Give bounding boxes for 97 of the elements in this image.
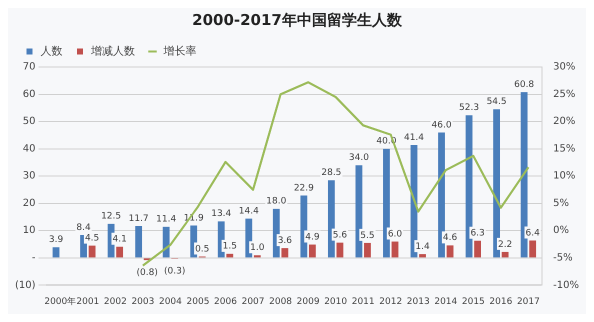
bar xyxy=(446,245,454,258)
bar xyxy=(226,254,234,258)
bar xyxy=(529,240,536,258)
data-label: 6.4 xyxy=(526,228,540,238)
data-label: 12.5 xyxy=(101,212,122,222)
bar xyxy=(419,254,426,258)
bar xyxy=(474,240,482,258)
bar xyxy=(88,246,96,258)
data-label: 2.2 xyxy=(498,240,512,250)
data-label: 28.5 xyxy=(321,168,342,178)
bar xyxy=(502,252,509,258)
bar xyxy=(336,242,344,258)
y2-tick-label: 5% xyxy=(553,198,570,209)
bar xyxy=(356,165,362,258)
y-tick-label: 60 xyxy=(22,88,36,100)
y2-tick-label: -10% xyxy=(553,280,580,291)
y-tick-label: - xyxy=(32,252,36,264)
y-tick-label: 20 xyxy=(22,198,36,209)
data-label: 52.3 xyxy=(459,103,480,114)
data-label: 0.5 xyxy=(195,244,210,254)
y-tick-label: (10) xyxy=(14,280,36,291)
data-label: 1.5 xyxy=(222,242,237,252)
bar xyxy=(438,132,445,258)
data-label: (0.3) xyxy=(164,266,186,277)
x-tick-label: 2003 xyxy=(131,296,154,307)
data-label: 4.5 xyxy=(84,233,100,244)
data-label: 1.4 xyxy=(415,242,430,252)
x-tick-label: 2010 xyxy=(324,296,348,307)
data-label: 4.1 xyxy=(112,234,127,245)
bar xyxy=(308,244,316,258)
x-tick-label: 2001 xyxy=(76,296,100,307)
y-tick-label: 10 xyxy=(22,225,36,236)
x-tick-label: 2006 xyxy=(214,296,238,307)
y2-tick-label: 25% xyxy=(553,88,576,100)
data-label: 4.9 xyxy=(305,232,320,242)
data-label: 5.5 xyxy=(360,230,375,241)
bar xyxy=(466,115,472,258)
data-label: 41.4 xyxy=(404,132,424,143)
data-label: 4.6 xyxy=(442,233,458,244)
data-label: 60.8 xyxy=(514,80,534,90)
y-tick-label: 70 xyxy=(22,62,36,73)
data-label: 8.4 xyxy=(76,222,91,233)
bar xyxy=(135,226,142,258)
data-label: 54.5 xyxy=(486,97,507,108)
legend-label: 增减人数 xyxy=(90,44,135,58)
x-tick-label: 2008 xyxy=(269,296,292,307)
bar xyxy=(116,246,124,258)
data-label: 13.4 xyxy=(211,209,232,220)
bar xyxy=(493,109,500,258)
legend-label: 增长率 xyxy=(162,44,196,58)
chart-title: 2000-2017年中国留学生人数 xyxy=(192,10,403,29)
bar xyxy=(392,242,398,258)
y2-tick-label: 20% xyxy=(553,116,576,128)
y2-tick-label: 10% xyxy=(553,170,576,182)
y-tick-label: 40 xyxy=(22,143,36,154)
x-tick-label: 2007 xyxy=(242,296,264,307)
data-label: (0.8) xyxy=(136,268,158,278)
data-label: 3.9 xyxy=(48,235,64,246)
bar xyxy=(300,195,308,258)
data-label: 11.4 xyxy=(156,214,176,225)
x-tick-label: 2000年 xyxy=(44,296,76,307)
x-tick-label: 2014 xyxy=(434,296,458,307)
data-label: 14.4 xyxy=(238,206,260,216)
x-tick-label: 2017 xyxy=(516,296,540,307)
x-tick-label: 2013 xyxy=(406,296,430,307)
x-tick-label: 2002 xyxy=(104,296,127,307)
bar xyxy=(364,242,371,258)
y2-tick-label: -5% xyxy=(553,252,573,264)
data-label: 18.0 xyxy=(266,196,287,207)
x-tick-label: 2005 xyxy=(186,296,210,307)
data-label: 22.9 xyxy=(294,183,314,194)
x-tick-label: 2009 xyxy=(296,296,320,307)
data-label: 3.6 xyxy=(278,236,292,246)
data-label: 1.0 xyxy=(250,243,265,254)
bar xyxy=(281,248,288,258)
bar xyxy=(520,92,528,258)
x-tick-label: 2012 xyxy=(379,296,402,307)
bar xyxy=(383,148,390,258)
data-label: 11.7 xyxy=(128,214,149,224)
x-tick-label: 2004 xyxy=(158,296,182,307)
data-label: 34.0 xyxy=(348,153,370,164)
data-label: 5.6 xyxy=(332,230,348,240)
y2-tick-label: 0% xyxy=(553,225,570,236)
x-tick-label: 2015 xyxy=(462,296,485,307)
y-tick-label: 50 xyxy=(22,116,36,128)
x-tick-label: 2016 xyxy=(489,296,513,307)
bar xyxy=(52,247,60,258)
y-tick-label: 30 xyxy=(22,170,36,182)
legend-label: 人数 xyxy=(40,44,62,58)
y2-tick-label: 15% xyxy=(553,143,576,154)
x-tick-label: 2011 xyxy=(352,296,375,307)
bar xyxy=(328,180,335,258)
bar xyxy=(410,145,418,258)
data-label: 46.0 xyxy=(432,120,452,130)
data-label: 6.0 xyxy=(388,229,402,240)
data-label: 6.3 xyxy=(470,228,485,239)
y2-tick-label: 30% xyxy=(553,62,576,73)
